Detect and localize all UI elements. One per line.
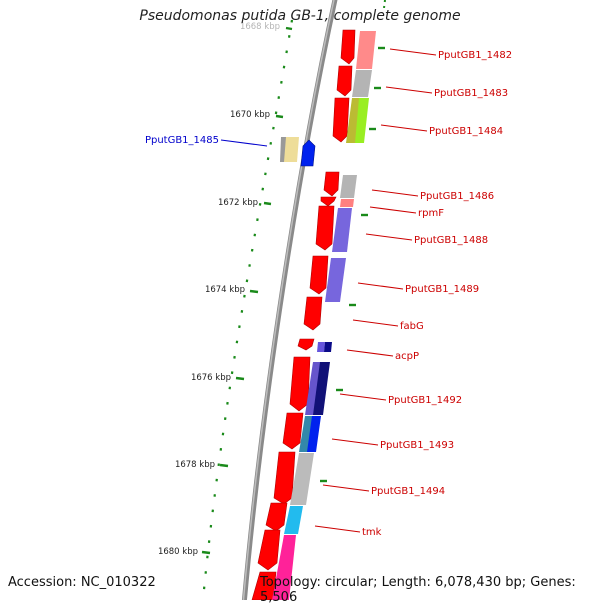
cds-arrow — [332, 97, 350, 143]
band-1484b — [355, 98, 369, 143]
band-1486 — [340, 175, 357, 198]
cds-arrow — [251, 571, 277, 600]
gene-label-fabg[interactable]: fabG — [400, 321, 424, 332]
cds-arrow-reverse — [300, 139, 316, 167]
scale-label-1672: 1672 kbp — [218, 198, 258, 208]
band-1482 — [356, 31, 376, 69]
leader-1489 — [357, 282, 404, 290]
feature-ticks — [320, 46, 385, 483]
gene-label-pputgb1-1485[interactable]: PputGB1_1485 — [145, 135, 219, 146]
leader-1486 — [371, 189, 419, 197]
leader-1492 — [339, 393, 387, 401]
cds-arrow — [315, 205, 335, 251]
gene-label-pputgb1-1483[interactable]: PputGB1_1483 — [434, 88, 508, 99]
band-acpP-a — [317, 342, 325, 352]
band-1489 — [325, 258, 346, 302]
scale-ticks — [201, 26, 293, 555]
topology-text: Topology: circular; Length: 6,078,430 bp… — [260, 575, 576, 605]
gene-label-pputgb1-1488[interactable]: PputGB1_1488 — [414, 235, 488, 246]
leader-fabG — [352, 319, 399, 327]
cds-arrow — [273, 451, 296, 505]
band-next — [272, 535, 296, 600]
leader-1494 — [322, 484, 370, 492]
feature-bands — [272, 31, 376, 600]
cds-arrow — [303, 296, 323, 331]
forward-cds-track — [251, 29, 356, 600]
cds-arrow — [289, 356, 311, 412]
scale-label-1674: 1674 kbp — [205, 285, 245, 295]
cds-arrow — [340, 29, 356, 65]
tick-1668 — [285, 26, 293, 31]
cds-arrow — [297, 338, 315, 351]
leader-1483 — [385, 86, 433, 94]
gene-label-pputgb1-1484[interactable]: PputGB1_1484 — [429, 126, 503, 137]
accession-text: Accession: NC_010322 — [8, 575, 156, 590]
gene-label-pputgb1-1492[interactable]: PputGB1_1492 — [388, 395, 462, 406]
genome-backbone-highlight — [242, 0, 335, 600]
tick-1670 — [275, 114, 284, 119]
tick-1676 — [235, 376, 245, 381]
gene-label-pputgb1-1489[interactable]: PputGB1_1489 — [405, 284, 479, 295]
tick-1672 — [263, 201, 272, 206]
band-1494 — [290, 453, 314, 505]
cds-arrow — [257, 529, 281, 571]
leader-lines — [220, 48, 437, 533]
tick-1678 — [219, 463, 229, 468]
scale-label-1676: 1676 kbp — [191, 373, 231, 383]
scale-label-1668: 1668 kbp — [240, 22, 280, 32]
gene-label-rpmf[interactable]: rpmF — [418, 208, 444, 219]
leader-rpmF — [369, 206, 417, 214]
cds-arrow — [265, 502, 288, 532]
gene-label-pputgb1-1482[interactable]: PputGB1_1482 — [438, 50, 512, 61]
leader-1488 — [365, 233, 413, 241]
leader-tmk — [314, 525, 361, 533]
scale-label-1670: 1670 kbp — [230, 110, 270, 120]
scale-ruler — [201, 19, 294, 600]
map-title: Pseudomonas putida GB-1, complete genome — [139, 8, 461, 24]
band-acpP-b — [324, 342, 332, 352]
gene-label-acpp[interactable]: acpP — [395, 351, 419, 362]
leader-acpP — [346, 349, 394, 357]
band-rpmF — [340, 199, 354, 207]
leader-1482 — [389, 48, 437, 56]
band-1485 — [282, 137, 299, 162]
reverse-features — [280, 137, 316, 167]
cds-arrow — [282, 412, 304, 450]
scale-label-1678: 1678 kbp — [175, 460, 215, 470]
scale-label-1680: 1680 kbp — [158, 547, 198, 557]
leader-1485 — [220, 139, 268, 147]
band-tmk — [284, 506, 303, 534]
cds-arrow — [320, 196, 337, 207]
leader-1493 — [331, 438, 379, 446]
gene-label-pputgb1-1493[interactable]: PputGB1_1493 — [380, 440, 454, 451]
band-1485-grey — [280, 137, 286, 162]
gene-label-pputgb1-1494[interactable]: PputGB1_1494 — [371, 486, 445, 497]
gene-label-tmk[interactable]: tmk — [362, 527, 382, 538]
top-dotted-marker — [383, 0, 386, 9]
band-1492-dark — [313, 362, 330, 415]
cds-arrow — [323, 171, 340, 197]
band-1488 — [332, 208, 352, 252]
band-1493b — [307, 416, 321, 452]
genome-backbone — [241, 0, 338, 600]
tick-1680 — [201, 550, 211, 555]
gene-label-pputgb1-1486[interactable]: PputGB1_1486 — [420, 191, 494, 202]
cds-arrow — [309, 255, 329, 295]
cds-arrow — [336, 65, 353, 97]
band-1483 — [352, 70, 372, 97]
leader-1484 — [380, 124, 428, 132]
tick-1674 — [249, 289, 259, 294]
